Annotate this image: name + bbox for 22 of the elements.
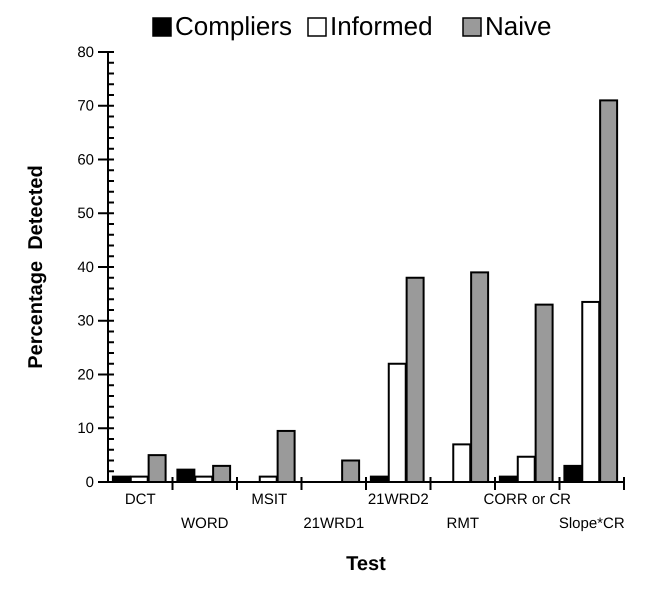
x-tick-label: RMT — [446, 515, 479, 532]
y-tick-label: 20 — [77, 366, 94, 384]
y-tick-label: 60 — [77, 151, 94, 168]
legend-label: Naive — [485, 11, 552, 41]
y-tick-label: 50 — [77, 205, 94, 222]
legend-label: Informed — [330, 11, 433, 41]
x-tick-label: 21WRD2 — [368, 491, 429, 508]
y-tick-label: 40 — [77, 258, 94, 276]
x-tick-label: CORR or CR — [483, 491, 572, 508]
y-tick-label: 70 — [77, 98, 94, 115]
x-tick-label: WORD — [181, 515, 229, 532]
legend-label: Compliers — [175, 11, 292, 41]
y-axis-title: Percentage Detected — [25, 165, 47, 369]
x-axis-title: Test — [346, 553, 386, 575]
x-tick-label: Slope*CR — [558, 515, 625, 532]
x-tick-label: DCT — [124, 491, 156, 508]
x-tick-label: 21WRD1 — [303, 515, 364, 532]
y-tick-label: 0 — [86, 474, 94, 491]
y-tick-label: 10 — [77, 420, 94, 438]
y-tick-label: 80 — [77, 44, 94, 61]
x-tick-label: MSIT — [251, 491, 288, 508]
y-tick-label: 30 — [77, 312, 94, 330]
